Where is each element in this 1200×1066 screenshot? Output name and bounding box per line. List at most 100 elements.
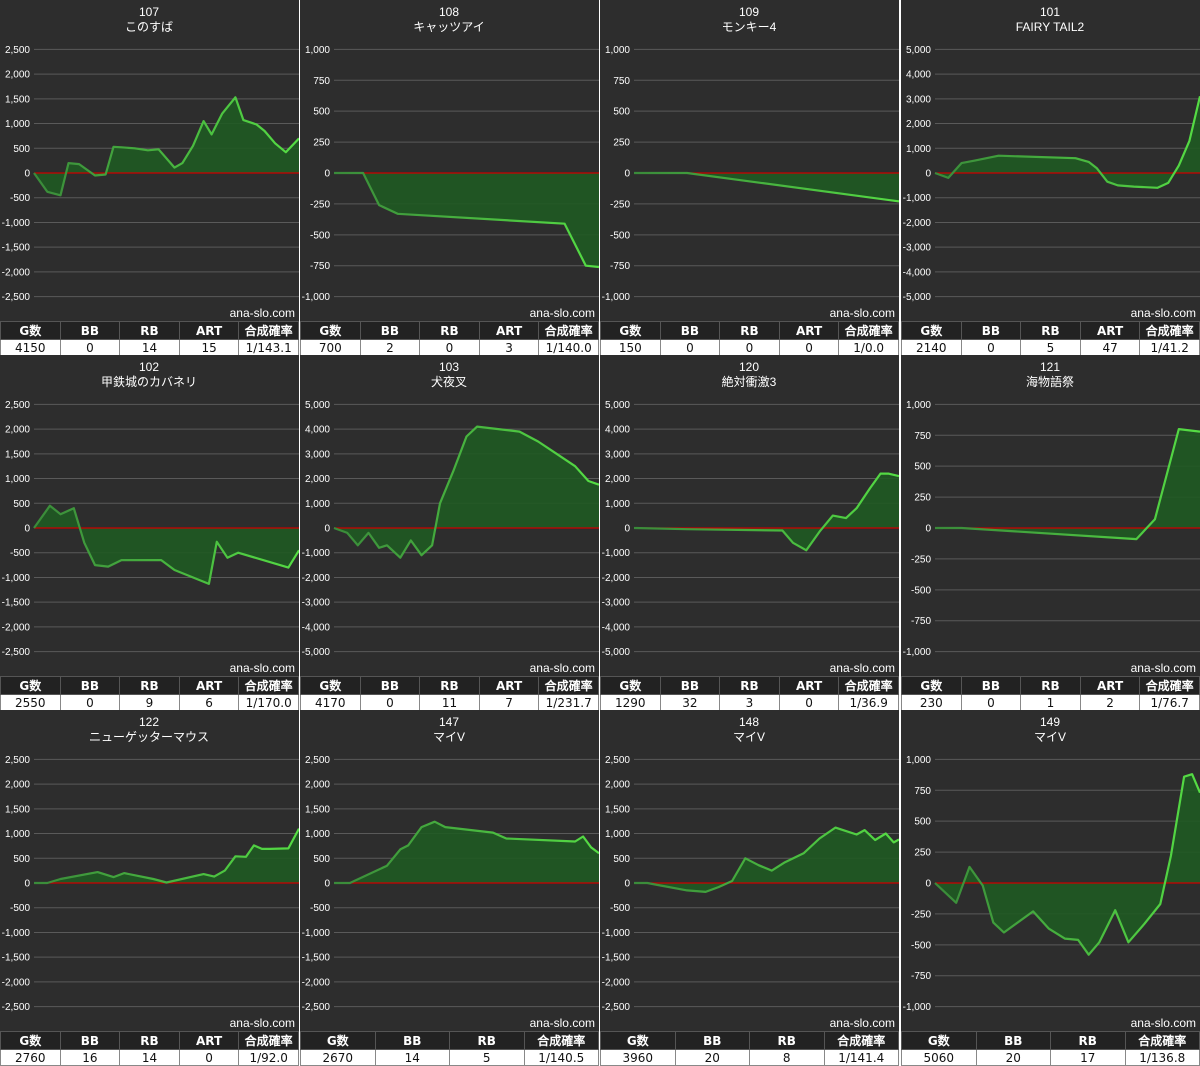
y-tick-label: 4,000 bbox=[906, 70, 931, 81]
machine-number: 148 bbox=[739, 715, 759, 729]
y-tick-label: 500 bbox=[613, 854, 630, 865]
y-tick-label: 500 bbox=[613, 107, 630, 118]
stats-header-cell: 合成確率 bbox=[1124, 1031, 1200, 1050]
y-tick-label: -500 bbox=[610, 230, 630, 241]
y-tick-label: -250 bbox=[610, 199, 630, 210]
y-tick-label: -750 bbox=[610, 261, 630, 272]
y-tick-label: -3,000 bbox=[302, 598, 331, 609]
y-tick-label: -1,500 bbox=[602, 953, 631, 964]
area-fill bbox=[34, 505, 299, 584]
machine-number: 147 bbox=[439, 715, 459, 729]
stats-value-cell: 0 bbox=[59, 339, 121, 356]
y-tick-label: -1,000 bbox=[2, 218, 31, 229]
y-tick-label: -2,000 bbox=[602, 573, 631, 584]
machine-number: 108 bbox=[439, 5, 459, 19]
y-tick-label: -1,000 bbox=[2, 928, 31, 939]
y-tick-label: 500 bbox=[13, 854, 30, 865]
y-tick-label: -1,500 bbox=[2, 598, 31, 609]
stats-value-cell: 1/140.5 bbox=[523, 1049, 599, 1066]
stats-header-cell: ART bbox=[178, 321, 240, 340]
y-tick-label: 1,000 bbox=[906, 755, 931, 766]
stats-header-cell: ART bbox=[778, 676, 840, 695]
stats-value-cell: 2550 bbox=[0, 694, 61, 711]
y-tick-label: -2,500 bbox=[2, 292, 31, 303]
stats-value-cell: 3 bbox=[478, 339, 540, 356]
stats-value-cell: 14 bbox=[119, 1049, 180, 1066]
stats-header-cell: RB bbox=[119, 1031, 180, 1050]
y-tick-label: -2,000 bbox=[302, 977, 331, 988]
y-tick-label: -2,000 bbox=[2, 977, 31, 988]
series-line bbox=[334, 820, 599, 885]
y-tick-label: 500 bbox=[914, 462, 931, 473]
stats-header-cell: G数 bbox=[300, 676, 361, 695]
chart-title: FAIRY TAIL2 bbox=[1016, 20, 1085, 34]
y-tick-label: 750 bbox=[313, 76, 330, 87]
watermark-text: ana-slo.com bbox=[230, 1016, 295, 1030]
y-tick-label: -500 bbox=[911, 940, 931, 951]
stats-header-row: G数 BB RB ART 合成確率 bbox=[0, 1031, 299, 1050]
area-chart: 2,500 2,000 1,500 1,000 500 0 -500 -1,000 -1,500… bbox=[300, 710, 599, 1031]
stats-value-cell: 1 bbox=[1020, 694, 1081, 711]
y-tick-label: 1,000 bbox=[5, 829, 30, 840]
stats-value-row: 5060 20 17 1/136.8 bbox=[901, 1049, 1200, 1066]
y-tick-label: -3,000 bbox=[903, 243, 932, 254]
machine-panel: 1,000 750 500 250 0 -250 -500 -750 -1,000 108 キャッツ… bbox=[300, 0, 599, 356]
series-line bbox=[934, 96, 1200, 189]
stats-table: G数 BB RB ART 合成確率 1290 32 3 0 1/36.9 bbox=[600, 676, 899, 711]
machine-panel: 2,500 2,000 1,500 1,000 500 0 -500 -1,000 -1,500… bbox=[300, 710, 599, 1066]
y-tick-label: -5,000 bbox=[302, 647, 331, 658]
y-tick-label: 0 bbox=[624, 879, 630, 890]
stats-table: G数 BB RB ART 合成確率 4150 0 14 15 1/143.1 bbox=[0, 321, 299, 356]
stats-header-row: G数 BB RB 合成確率 bbox=[600, 1031, 899, 1050]
stats-value-row: 230 0 1 2 1/76.7 bbox=[901, 694, 1200, 711]
area-chart: 1,000 750 500 250 0 -250 -500 -750 -1,000 109モンキー… bbox=[600, 0, 899, 321]
y-tick-label: 2,500 bbox=[605, 755, 630, 766]
y-tick-label: 5,000 bbox=[305, 400, 330, 411]
stats-value-cell: 1/92.0 bbox=[238, 1049, 299, 1066]
chart-background bbox=[600, 0, 899, 321]
stats-header-cell: BB bbox=[674, 1031, 750, 1050]
machine-number: 120 bbox=[739, 360, 759, 374]
stats-value-row: 2140 0 5 47 1/41.2 bbox=[901, 339, 1200, 356]
y-tick-label: -250 bbox=[310, 199, 330, 210]
area-chart: 5,000 4,000 3,000 2,000 1,000 0 -1,000 -2,000 -3… bbox=[901, 0, 1200, 321]
y-tick-label: -1,000 bbox=[302, 548, 331, 559]
y-tick-label: 0 bbox=[624, 524, 630, 535]
y-tick-label: 0 bbox=[925, 169, 931, 180]
watermark-text: ana-slo.com bbox=[530, 1016, 595, 1030]
stats-header-cell: 合成確率 bbox=[523, 1031, 599, 1050]
area-fill bbox=[334, 426, 599, 558]
stats-header-cell: G数 bbox=[0, 676, 61, 695]
area-chart: 5,000 4,000 3,000 2,000 1,000 0 -1,000 -2,000 -3… bbox=[300, 355, 599, 676]
machine-panel: 5,000 4,000 3,000 2,000 1,000 0 -1,000 -2,000 -3… bbox=[600, 355, 899, 711]
stats-value-row: 1290 32 3 0 1/36.9 bbox=[600, 694, 899, 711]
series-line bbox=[634, 171, 899, 203]
stats-value-cell: 17 bbox=[1050, 1049, 1126, 1066]
stats-value-cell: 0 bbox=[778, 694, 840, 711]
y-tick-label: 750 bbox=[613, 76, 630, 87]
y-tick-label: 500 bbox=[313, 107, 330, 118]
stats-value-cell: 7 bbox=[478, 694, 540, 711]
y-tick-label: -250 bbox=[911, 909, 931, 920]
stats-value-cell: 2 bbox=[359, 339, 421, 356]
stats-value-row: 150 0 0 0 1/0.0 bbox=[600, 339, 899, 356]
stats-value-cell: 14 bbox=[374, 1049, 450, 1066]
stats-header-cell: 合成確率 bbox=[238, 321, 299, 340]
y-tick-label: 250 bbox=[914, 493, 931, 504]
y-tick-label: -5,000 bbox=[602, 647, 631, 658]
stats-value-cell: 8 bbox=[749, 1049, 825, 1066]
area-fill bbox=[634, 827, 899, 892]
stats-header-cell: BB bbox=[960, 321, 1022, 340]
watermark-text: ana-slo.com bbox=[830, 661, 895, 675]
y-tick-label: 3,000 bbox=[906, 94, 931, 105]
area-chart: 2,500 2,000 1,500 1,000 500 0 -500 -1,000 -1,500… bbox=[0, 355, 299, 676]
y-tick-label: -1,000 bbox=[903, 193, 932, 204]
y-tick-label: -750 bbox=[911, 971, 931, 982]
area-fill bbox=[334, 173, 599, 267]
y-tick-label: 1,000 bbox=[605, 45, 630, 56]
stats-value-row: 2760 16 14 0 1/92.0 bbox=[0, 1049, 299, 1066]
y-tick-label: 0 bbox=[24, 524, 30, 535]
stats-value-cell: 1290 bbox=[600, 694, 661, 711]
stats-header-cell: RB bbox=[119, 676, 180, 695]
stats-header-cell: RB bbox=[1020, 321, 1081, 340]
